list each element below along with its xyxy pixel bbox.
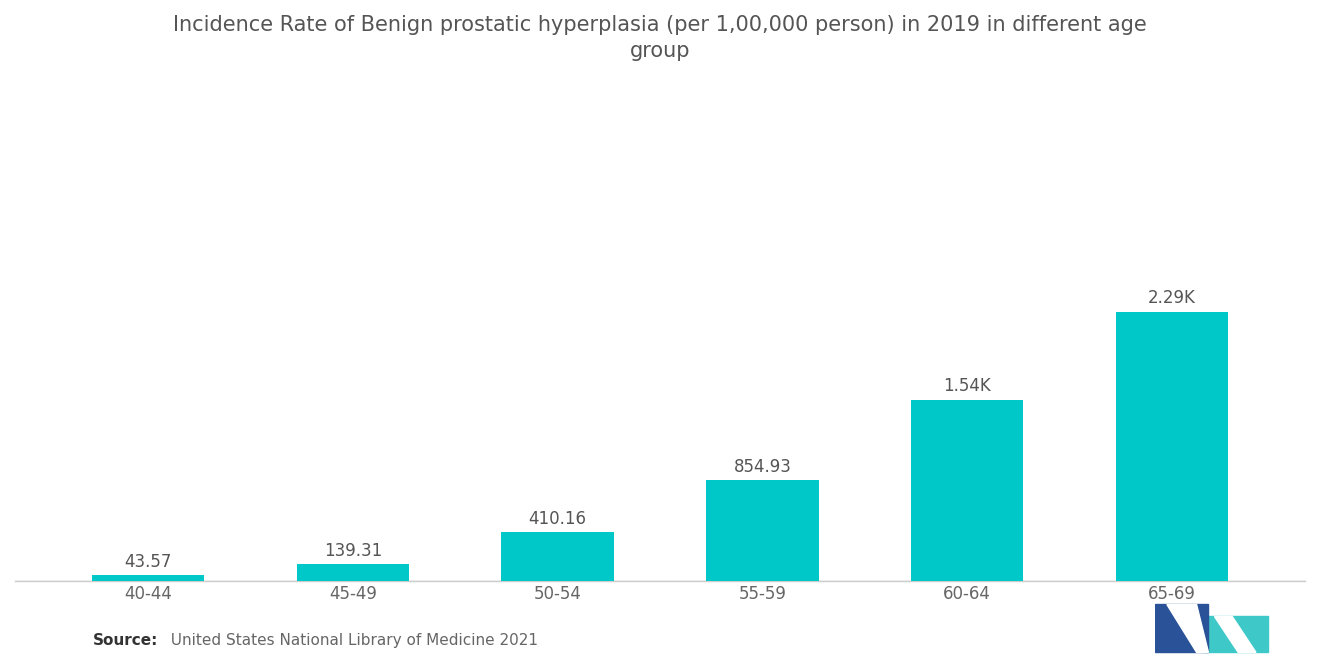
Bar	[706, 480, 818, 581]
Polygon shape	[1155, 604, 1209, 652]
Text: 854.93: 854.93	[734, 458, 791, 475]
Text: 43.57: 43.57	[124, 553, 172, 571]
Text: United States National Library of Medicine 2021: United States National Library of Medici…	[161, 633, 539, 648]
Polygon shape	[1203, 616, 1267, 652]
Bar	[1115, 312, 1228, 581]
Text: Source:: Source:	[92, 633, 158, 648]
Text: 2.29K: 2.29K	[1148, 289, 1196, 307]
Text: 410.16: 410.16	[528, 510, 586, 528]
Text: 139.31: 139.31	[323, 541, 381, 559]
Bar	[502, 533, 614, 581]
Bar	[911, 400, 1023, 581]
Bar	[297, 564, 409, 581]
Polygon shape	[1167, 604, 1209, 652]
Text: 1.54K: 1.54K	[944, 377, 991, 395]
Polygon shape	[1214, 616, 1257, 652]
Title: Incidence Rate of Benign prostatic hyperplasia (per 1,00,000 person) in 2019 in : Incidence Rate of Benign prostatic hyper…	[173, 15, 1147, 61]
Bar	[92, 575, 205, 581]
